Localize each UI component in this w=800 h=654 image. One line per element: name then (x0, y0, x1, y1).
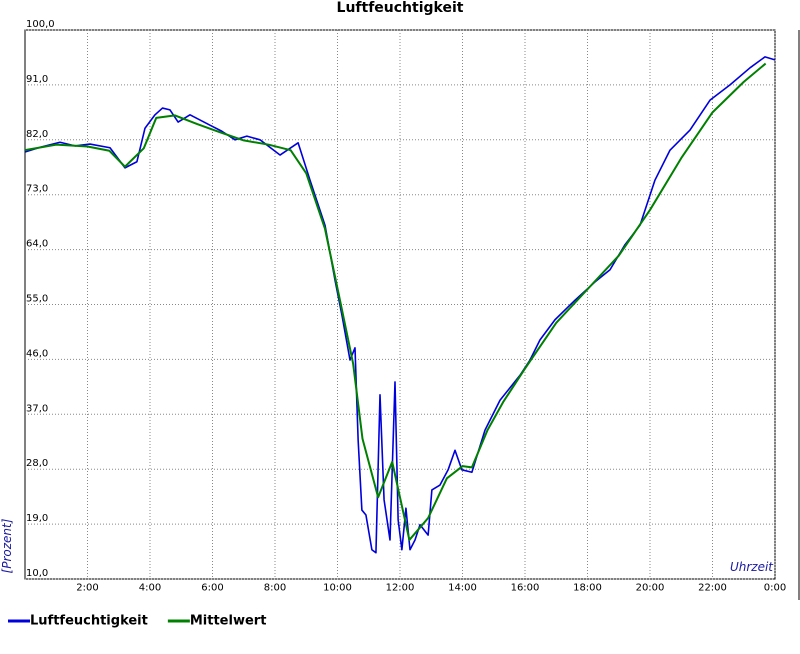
y-tick-label: 46,0 (26, 348, 48, 359)
y-tick-label: 82,0 (26, 129, 48, 140)
x-tick-label: 4:00 (139, 582, 161, 593)
x-tick-label: 8:00 (264, 582, 286, 593)
x-tick-label: 0:00 (764, 582, 786, 593)
y-tick-label: 100,0 (26, 19, 55, 30)
y-tick-label: 28,0 (26, 458, 48, 469)
data-line (24, 62, 767, 541)
x-tick-label: 10:00 (323, 582, 352, 593)
y-tick-label: 10,0 (26, 568, 48, 579)
y-tick-label: 55,0 (26, 294, 48, 305)
x-tick-label: 22:00 (698, 582, 727, 593)
y-tick-label: 91,0 (26, 74, 48, 85)
y-tick-label: 19,0 (26, 513, 48, 524)
legend-label: Luftfeuchtigkeit (30, 614, 148, 629)
x-tick-label: 18:00 (573, 582, 602, 593)
y-tick-label: 73,0 (26, 184, 48, 195)
y-tick-label: 64,0 (26, 239, 48, 250)
chart-title: Luftfeuchtigkeit (337, 0, 464, 16)
y-tick-label: 37,0 (26, 403, 48, 414)
x-axis-label: Uhrzeit (730, 560, 774, 574)
x-tick-label: 14:00 (448, 582, 477, 593)
x-tick-label: 12:00 (386, 582, 415, 593)
x-tick-label: 2:00 (76, 582, 98, 593)
x-tick-label: 20:00 (636, 582, 665, 593)
y-axis-label: [Prozent] (0, 518, 14, 573)
x-tick-label: 16:00 (511, 582, 540, 593)
x-tick-label: 6:00 (201, 582, 223, 593)
legend-label: Mittelwert (190, 614, 267, 629)
